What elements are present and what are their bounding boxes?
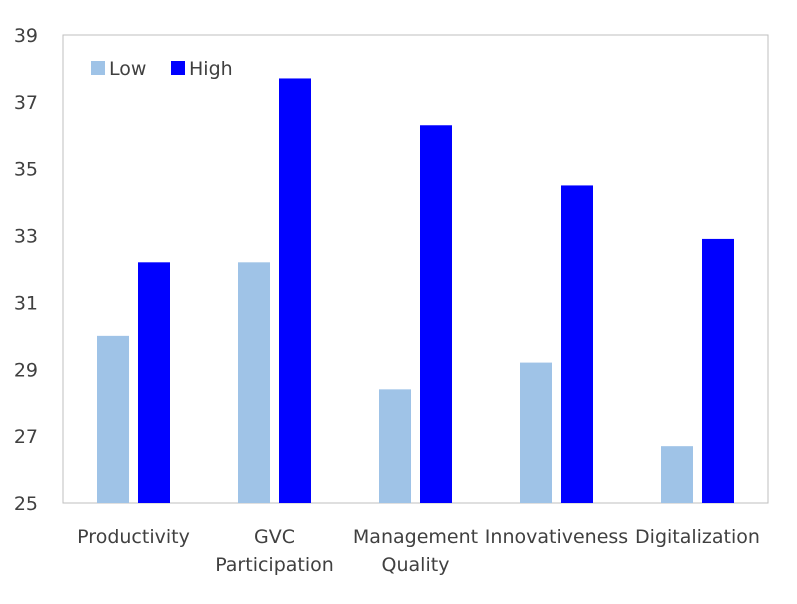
bar-low [97, 335, 129, 503]
y-axis: 25 27 29 31 33 35 37 39 [14, 25, 38, 515]
y-tick-label: 29 [14, 359, 38, 381]
bar-high [702, 238, 734, 503]
y-tick-label: 37 [14, 92, 38, 114]
bar-high [138, 262, 170, 503]
y-tick-label: 33 [14, 226, 38, 248]
y-tick-label: 25 [14, 493, 38, 515]
bar-low [379, 389, 411, 503]
legend-swatch-low [91, 61, 105, 75]
y-tick-label: 27 [14, 426, 38, 448]
legend: Low High [91, 58, 233, 80]
y-tick-label: 39 [14, 25, 38, 47]
y-tick-label: 35 [14, 159, 38, 181]
x-category-label: GVC Participation [215, 526, 334, 576]
bars [97, 78, 734, 503]
x-category-label: Innovativeness [485, 526, 628, 548]
x-category-label: Productivity [77, 526, 190, 548]
bar-high [561, 185, 593, 503]
legend-swatch-high [171, 61, 185, 75]
bar-high [279, 78, 311, 503]
legend-label-high: High [189, 58, 233, 80]
bar-low [238, 262, 270, 503]
bar-low [520, 362, 552, 503]
x-category-label: Management Quality [353, 526, 478, 576]
x-category-label: Digitalization [635, 526, 760, 548]
plot-area-frame [62, 34, 769, 504]
bar-high [420, 125, 452, 503]
bar-low [661, 446, 693, 503]
x-axis: Productivity GVC Participation Management Qu… [77, 526, 760, 576]
legend-label-low: Low [109, 58, 146, 80]
y-tick-label: 31 [14, 292, 38, 314]
